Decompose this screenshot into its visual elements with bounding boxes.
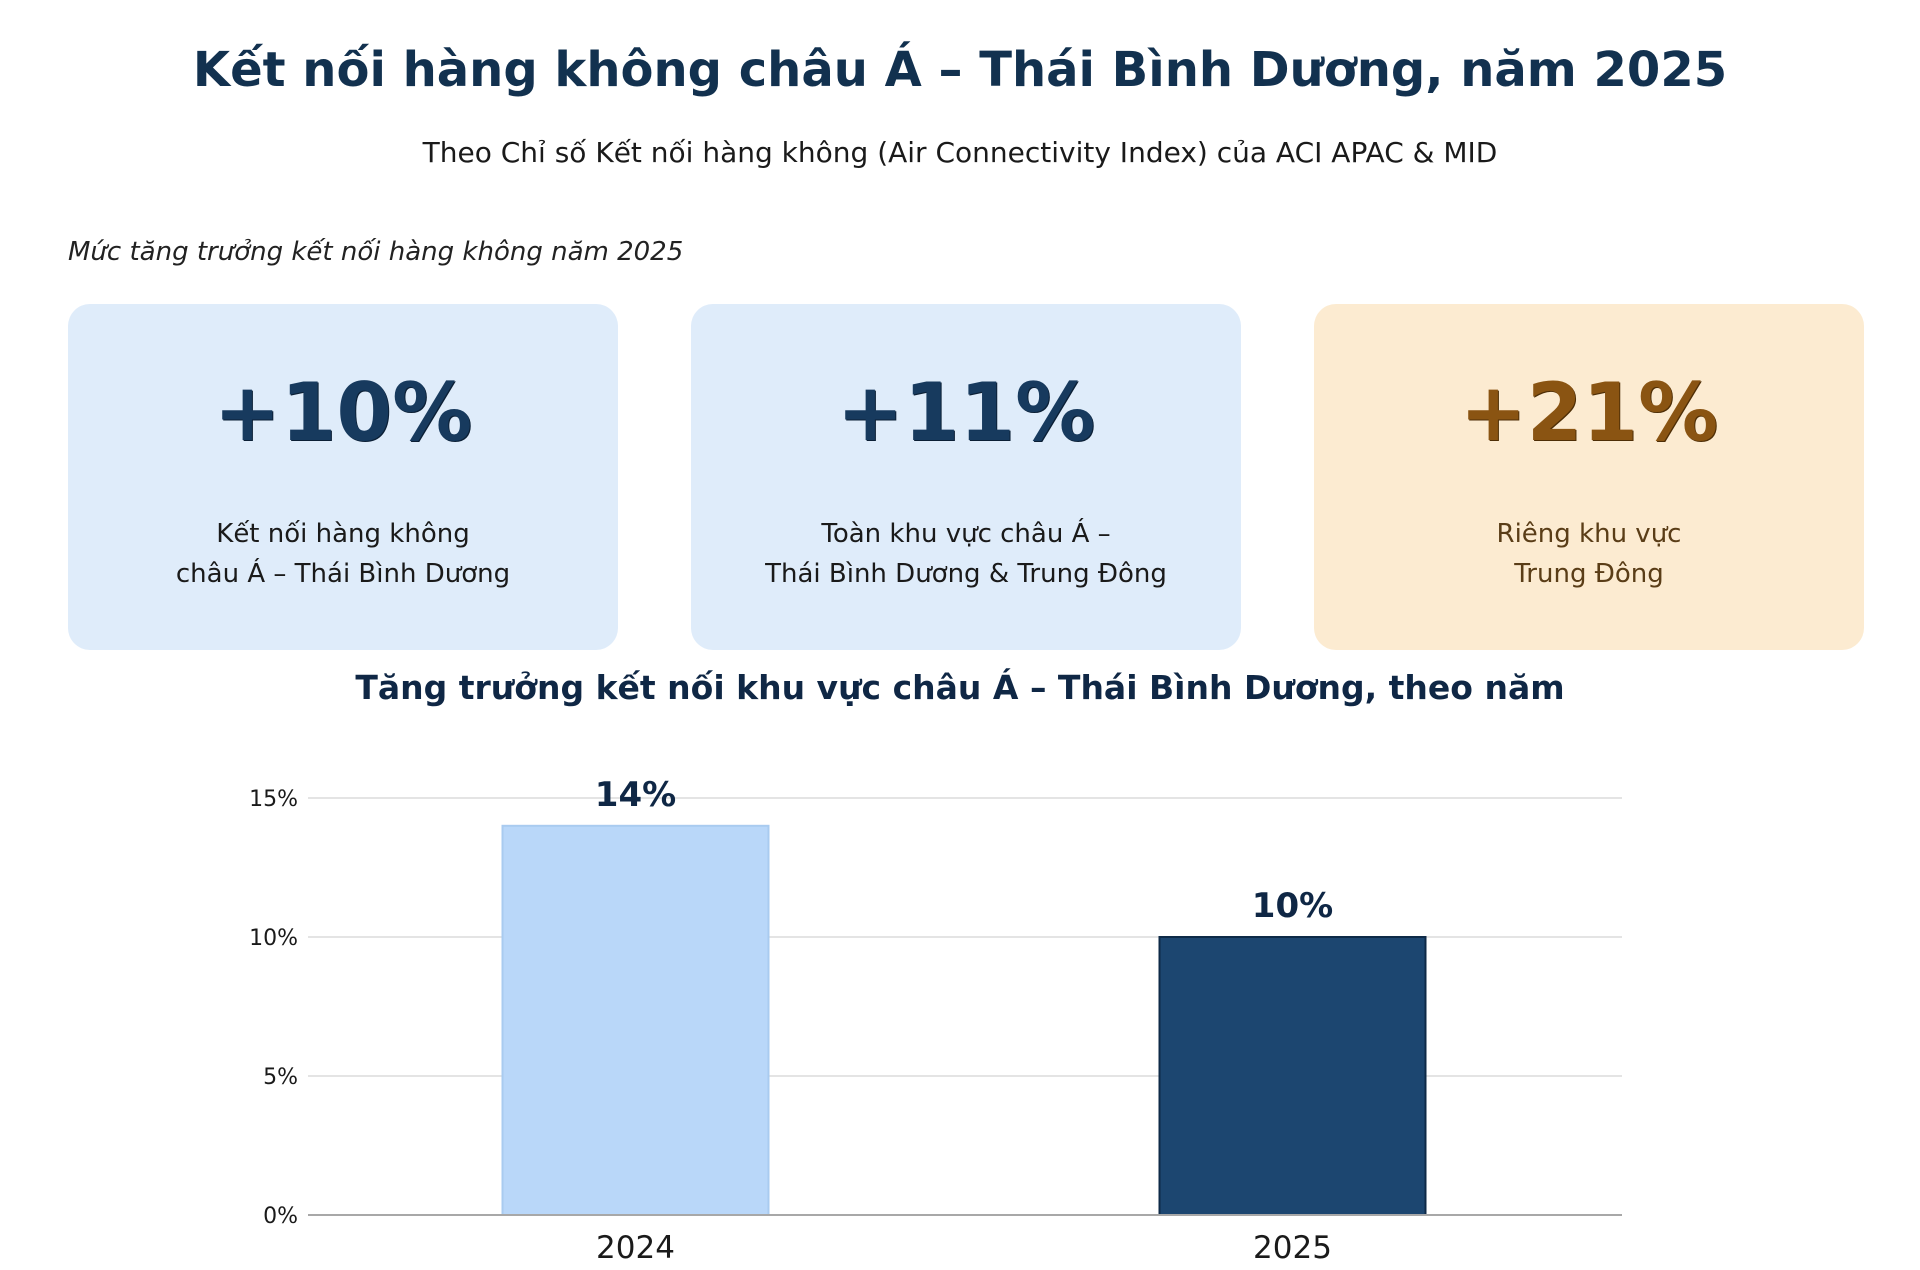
- stat-label: Toàn khu vực châu Á – Thái Bình Dương & …: [691, 514, 1241, 594]
- stat-card-apac-mid: +11% Toàn khu vực châu Á – Thái Bình Dươ…: [691, 304, 1241, 650]
- stat-label-line: Kết nối hàng không: [216, 519, 470, 549]
- y-tick-label: 15%: [249, 787, 298, 812]
- stat-label-line: Trung Đông: [1514, 559, 1664, 589]
- page-subtitle: Theo Chỉ số Kết nối hàng không (Air Conn…: [422, 136, 1498, 169]
- bar-value-label: 10%: [1252, 886, 1333, 926]
- bar-value-label: 14%: [595, 775, 676, 815]
- stat-card-middle-east: +21% Riêng khu vực Trung Đông: [1314, 304, 1864, 650]
- stat-label-line: châu Á – Thái Bình Dương: [175, 559, 511, 589]
- y-tick-label: 0%: [263, 1204, 298, 1229]
- stat-label: Kết nối hàng không châu Á – Thái Bình Dư…: [68, 514, 618, 594]
- x-tick-label: 2024: [596, 1230, 675, 1266]
- stat-label-line: Toàn khu vực châu Á –: [821, 519, 1111, 549]
- stat-value: +10%: [213, 366, 473, 459]
- stat-value: +11%: [836, 366, 1096, 459]
- bar-2024: [501, 824, 770, 1216]
- bar-2025: [1158, 936, 1427, 1216]
- y-tick-label: 5%: [263, 1065, 298, 1090]
- stat-value: +21%: [1459, 366, 1719, 459]
- stat-label-line: Riêng khu vực: [1496, 519, 1682, 549]
- y-tick-label: 10%: [249, 926, 298, 951]
- x-tick-label: 2025: [1253, 1230, 1332, 1266]
- chart-title: Tăng trưởng kết nối khu vực châu Á – Thá…: [355, 668, 1565, 707]
- stat-card-asia-pacific: +10% Kết nối hàng không châu Á – Thái Bì…: [68, 304, 618, 650]
- section-label: Mức tăng trưởng kết nối hàng không năm 2…: [68, 237, 684, 267]
- stat-label-line: Thái Bình Dương & Trung Đông: [765, 559, 1167, 589]
- stat-label: Riêng khu vực Trung Đông: [1314, 514, 1864, 594]
- page-title: Kết nối hàng không châu Á – Thái Bình Dư…: [192, 42, 1728, 98]
